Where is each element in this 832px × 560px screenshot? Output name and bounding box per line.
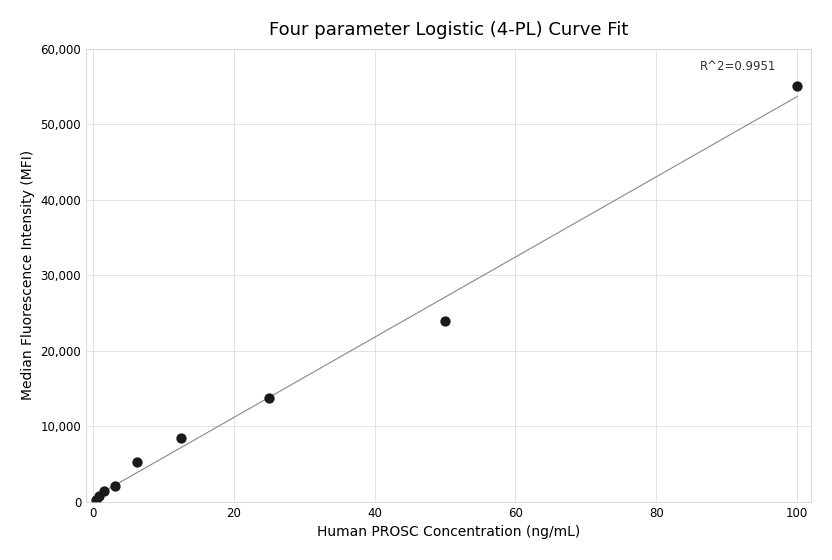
Point [97,487,111,496]
Text: R^2=0.9951: R^2=0.9951 [700,60,776,73]
Point [438,316,452,325]
Title: Four parameter Logistic (4-PL) Curve Fit: Four parameter Logistic (4-PL) Curve Fit [269,21,628,39]
Point [175,433,188,442]
Y-axis label: Median Fluorescence Intensity (MFI): Median Fluorescence Intensity (MFI) [21,150,35,400]
Point [108,482,121,491]
Point [262,394,275,403]
X-axis label: Human PROSC Concentration (ng/mL): Human PROSC Concentration (ng/mL) [317,525,580,539]
Point [790,82,804,91]
Point [89,496,102,505]
Point [131,458,144,467]
Point [92,491,105,500]
